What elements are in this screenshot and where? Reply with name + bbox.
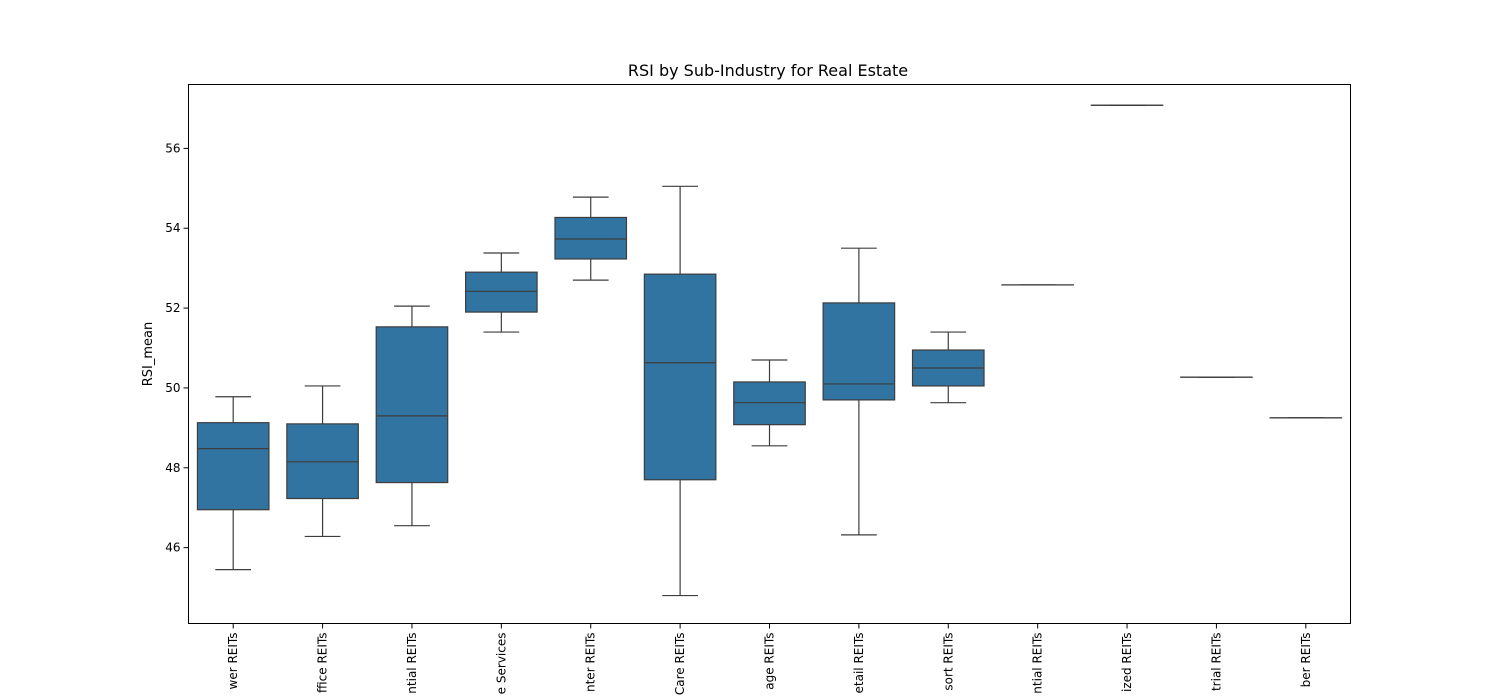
plot-frame [188,84,1351,624]
x-tick-label: age REITs [763,633,777,690]
x-tick-label: e Services [494,633,508,695]
y-tick-label: 48 [165,461,180,475]
box-group [464,252,538,333]
x-tick-label: ized REITs [1120,633,1134,693]
box-iqr [822,302,896,401]
x-tick-label: ffice REITs [316,633,330,693]
x-tick-label: sort REITs [941,633,955,691]
y-tick-label: 54 [165,221,180,235]
box-group [286,385,359,538]
x-tick-label: wer REITs [226,633,240,690]
box-group [643,185,717,597]
box-iqr [464,271,538,313]
box-group [822,247,896,536]
box-group [911,331,985,404]
box-group [733,359,806,447]
y-tick-label: 56 [165,141,180,155]
chart-title: RSI by Sub-Industry for Real Estate [628,61,908,80]
box-group [375,305,449,527]
y-tick-label: 50 [165,381,180,395]
y-axis-label: RSI_mean [141,322,156,387]
y-tick-label: 52 [165,301,180,315]
x-tick-label: ber REITs [1299,633,1313,688]
x-tick-label: etail REITs [852,633,866,694]
box-group [196,396,270,571]
x-tick-label: ntial REITs [405,633,419,694]
box-group [554,196,628,281]
box-iqr [375,326,449,484]
x-tick-label: nter REITs [584,633,598,693]
box-iqr [196,422,270,511]
x-tick-label: trial REITs [1209,633,1223,692]
y-tick-label: 46 [165,541,180,555]
plot-area: 46 48 50 52 54 56 wer REITs ffice REITs ntial RE… [165,104,1343,696]
box-iqr [554,216,628,260]
x-tick-label: ntial REITs [1031,633,1045,694]
x-tick-label: Care REITs [673,633,687,696]
box-iqr [643,273,717,481]
